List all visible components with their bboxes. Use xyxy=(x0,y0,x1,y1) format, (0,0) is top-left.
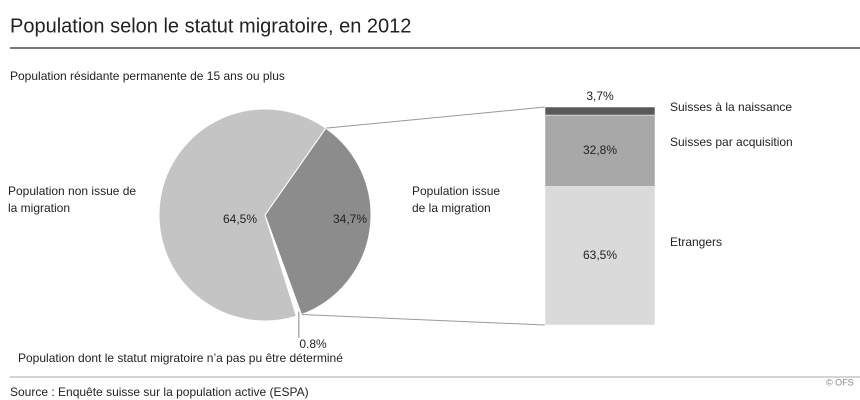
copyright: © OFS xyxy=(826,377,854,387)
value-label: 34,7% xyxy=(333,212,367,226)
value-label: 63,5% xyxy=(583,248,617,262)
pie-label: Population dont le statut migratoire n’a… xyxy=(18,351,343,365)
source: Source : Enquête suisse sur la populatio… xyxy=(10,385,309,399)
connector xyxy=(325,106,546,129)
subtitle: Population résidante permanente de 15 an… xyxy=(10,69,285,83)
bar-segment xyxy=(544,106,656,116)
category-label: Etrangers xyxy=(670,235,722,249)
bar-segment xyxy=(544,114,656,187)
value-label: 3,7% xyxy=(586,89,614,103)
pie-slice xyxy=(264,127,372,316)
pie-label: Population non issue de la migration xyxy=(8,184,137,215)
value-label: 32,8% xyxy=(583,143,617,157)
connector xyxy=(301,314,546,326)
value-label: 64,5% xyxy=(223,212,257,226)
category-label: Suisses par acquisition xyxy=(670,135,793,149)
category-label: Suisses à la naissance xyxy=(670,100,792,114)
bar-segment xyxy=(544,186,656,326)
value-label: 0.8% xyxy=(299,337,327,351)
pie-label: Population issue de la migration xyxy=(412,184,501,215)
chart-title: Population selon le statut migratoire, e… xyxy=(10,15,411,37)
pie-slice xyxy=(158,108,327,322)
